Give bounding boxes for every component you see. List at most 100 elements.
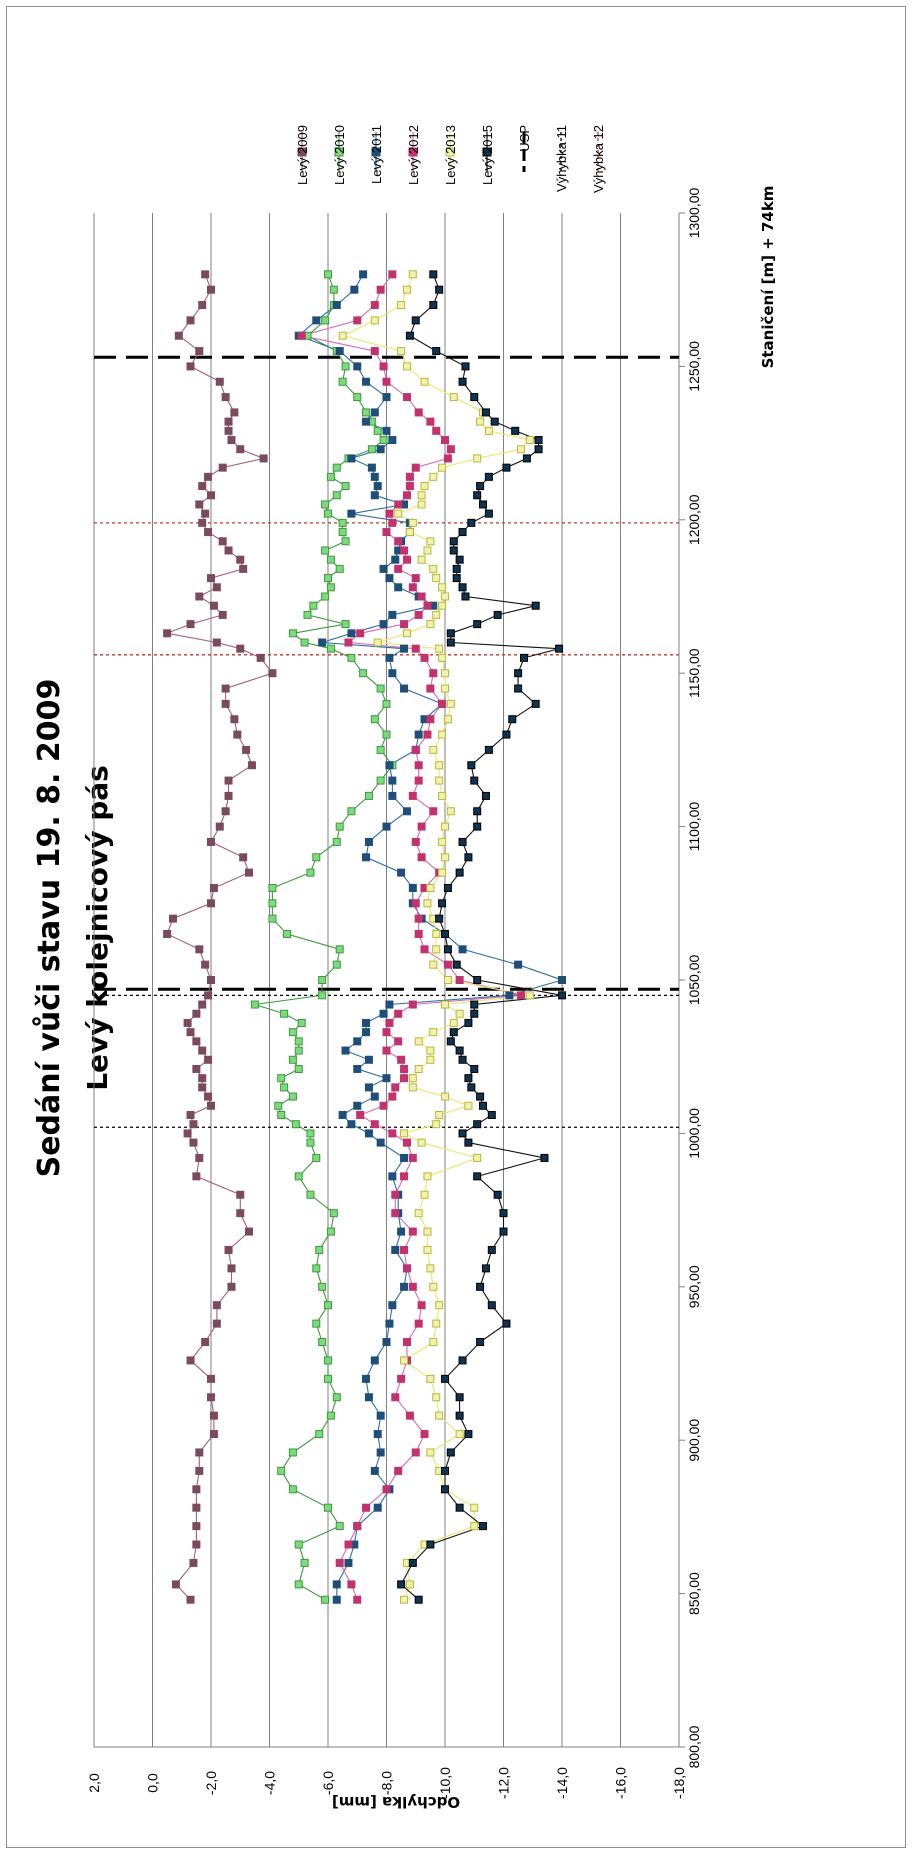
data-point bbox=[224, 546, 233, 555]
data-point bbox=[449, 537, 458, 546]
data-point bbox=[224, 417, 233, 426]
data-point bbox=[221, 699, 230, 708]
data-point bbox=[487, 1301, 496, 1310]
data-point bbox=[168, 914, 177, 923]
data-point bbox=[174, 331, 183, 340]
data-point bbox=[467, 518, 476, 527]
data-point bbox=[514, 684, 523, 693]
data-point bbox=[455, 555, 464, 564]
data-point bbox=[332, 491, 341, 500]
data-point bbox=[438, 463, 447, 472]
data-point bbox=[473, 1153, 482, 1162]
data-point bbox=[405, 331, 414, 340]
legend-marker bbox=[334, 147, 344, 157]
data-point bbox=[508, 715, 517, 724]
data-point bbox=[303, 610, 312, 619]
data-point bbox=[435, 644, 444, 653]
data-point bbox=[315, 1245, 324, 1254]
data-point bbox=[432, 945, 441, 954]
data-point bbox=[335, 945, 344, 954]
data-point bbox=[432, 574, 441, 583]
data-point bbox=[376, 1411, 385, 1420]
data-point bbox=[189, 1138, 198, 1147]
data-point bbox=[370, 408, 379, 417]
data-point bbox=[209, 1430, 218, 1439]
data-point bbox=[426, 417, 435, 426]
x-tick-label: 1050,00 bbox=[686, 954, 702, 1005]
series-line bbox=[341, 274, 531, 1600]
data-point bbox=[502, 463, 511, 472]
data-point bbox=[362, 1028, 371, 1037]
data-point bbox=[288, 1092, 297, 1101]
data-point bbox=[201, 270, 210, 279]
data-point bbox=[353, 1595, 362, 1604]
data-point bbox=[402, 555, 411, 564]
data-point bbox=[385, 1000, 394, 1009]
data-point bbox=[441, 853, 449, 862]
data-point bbox=[338, 1110, 347, 1119]
data-point bbox=[221, 807, 230, 816]
data-point bbox=[192, 1522, 201, 1531]
x-tick-label: 1300,00 bbox=[686, 187, 702, 238]
data-point bbox=[326, 583, 335, 592]
data-point bbox=[195, 1466, 204, 1475]
data-point bbox=[239, 853, 248, 862]
data-point bbox=[353, 1522, 362, 1531]
data-point bbox=[326, 1411, 335, 1420]
data-point bbox=[268, 899, 277, 908]
data-point bbox=[408, 1227, 417, 1236]
data-point bbox=[388, 669, 397, 678]
data-point bbox=[452, 574, 461, 583]
data-point bbox=[443, 715, 452, 724]
data-point bbox=[207, 899, 215, 908]
data-point bbox=[332, 301, 341, 310]
data-point bbox=[341, 537, 350, 546]
data-point bbox=[525, 436, 534, 445]
data-point bbox=[324, 1356, 332, 1365]
data-point bbox=[467, 1083, 476, 1092]
data-point bbox=[429, 745, 438, 754]
data-point bbox=[426, 1540, 435, 1549]
data-point bbox=[382, 822, 391, 831]
data-point bbox=[417, 555, 426, 564]
data-point bbox=[391, 1245, 400, 1254]
data-point bbox=[408, 1074, 417, 1083]
data-point bbox=[201, 1338, 210, 1347]
data-point bbox=[525, 991, 534, 1000]
data-point bbox=[464, 1018, 473, 1027]
data-point bbox=[423, 601, 432, 610]
data-point bbox=[420, 653, 429, 662]
data-point bbox=[379, 620, 388, 629]
data-point bbox=[408, 883, 417, 892]
data-point bbox=[417, 491, 426, 500]
data-point bbox=[405, 472, 414, 481]
data-point bbox=[414, 929, 423, 938]
data-point bbox=[400, 1064, 409, 1073]
data-point bbox=[461, 592, 470, 601]
data-point bbox=[318, 1338, 327, 1347]
data-point bbox=[324, 1503, 332, 1512]
data-point bbox=[455, 1009, 464, 1018]
data-point bbox=[347, 509, 356, 518]
data-point bbox=[438, 730, 447, 739]
data-point bbox=[411, 1448, 420, 1457]
data-point bbox=[388, 610, 397, 619]
data-point bbox=[420, 945, 429, 954]
data-point bbox=[429, 472, 438, 481]
data-point bbox=[218, 610, 227, 619]
data-point bbox=[473, 1120, 482, 1129]
data-point bbox=[455, 868, 464, 877]
data-point bbox=[207, 837, 215, 846]
data-point bbox=[370, 316, 379, 325]
x-tick-label: 1000,00 bbox=[686, 1108, 702, 1159]
data-point bbox=[207, 491, 215, 500]
data-point bbox=[499, 1227, 508, 1236]
data-point bbox=[479, 500, 488, 509]
data-point bbox=[441, 592, 449, 601]
data-point bbox=[417, 822, 426, 831]
data-point bbox=[397, 1580, 406, 1589]
data-point bbox=[171, 1580, 180, 1589]
legend-label: Výhybka 11 bbox=[554, 125, 569, 192]
data-point bbox=[209, 883, 218, 892]
data-point bbox=[353, 393, 362, 402]
